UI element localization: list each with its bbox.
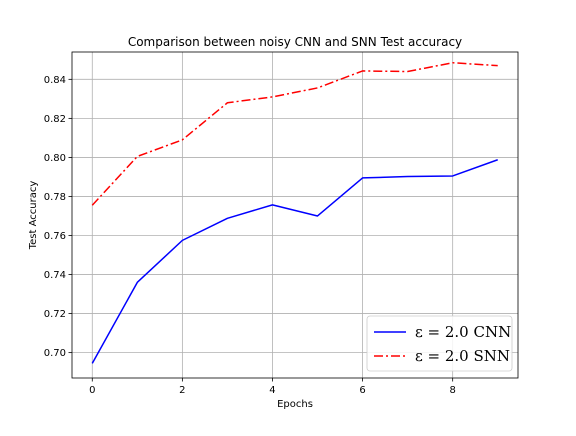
y-tick-label: 0.80 (44, 153, 66, 164)
x-tick-label: 4 (269, 385, 275, 396)
legend-label: ε = 2.0 SNN (415, 347, 510, 365)
y-axis: 0.70 0.72 0.74 0.76 0.78 0.80 0.82 0.84 (44, 75, 72, 359)
series-layer (91, 61, 498, 364)
y-tick-label: 0.84 (44, 75, 66, 86)
y-tick-label: 0.70 (44, 348, 66, 359)
legend-label: ε = 2.0 CNN (415, 323, 511, 341)
series-line (91, 61, 498, 206)
y-tick-label: 0.82 (44, 114, 66, 125)
legend-box (366, 315, 513, 372)
series-2 (91, 61, 498, 206)
x-tick-label: 6 (359, 385, 365, 396)
y-tick-label: 0.72 (44, 309, 66, 320)
plot-frame (71, 51, 519, 379)
x-axis: 0 2 4 6 8 (89, 378, 456, 396)
grid (72, 52, 518, 378)
x-tick-label: 8 (449, 385, 455, 396)
y-tick-label: 0.78 (44, 192, 66, 203)
x-tick-label: 0 (89, 385, 95, 396)
legend: ε = 2.0 CNN ε = 2.0 SNN (366, 315, 513, 372)
y-axis-label: Test Accuracy (28, 181, 39, 251)
y-tick-label: 0.76 (44, 231, 66, 242)
x-tick-label: 2 (179, 385, 185, 396)
x-axis-label: Epochs (277, 399, 313, 410)
series-1 (91, 159, 498, 364)
series-line (91, 159, 498, 364)
y-tick-label: 0.74 (44, 270, 66, 281)
chart-title: Comparison between noisy CNN and SNN Tes… (128, 35, 462, 49)
